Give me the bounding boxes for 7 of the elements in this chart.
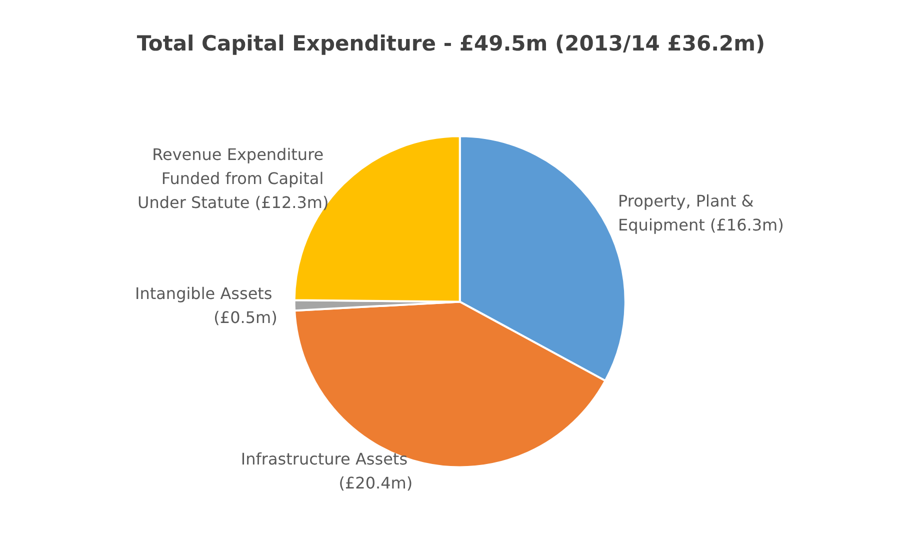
slice-label: Intangible Assets (134, 284, 278, 304)
slice-label: Revenue Expenditure Funded from Capital Under Statute (£12.3m) (137, 144, 329, 212)
slice-label: Property, Plant & Equipment (£16.3m) (618, 192, 784, 235)
data-label: (£0.5m) (214, 308, 278, 328)
data-label: (£20.4m) (338, 473, 413, 492)
chart-title: Total Capital Expenditure - £49.5m (2013/14 £36.2m) (136, 32, 766, 56)
slice-label: Infrastructure Assets (240, 449, 413, 468)
